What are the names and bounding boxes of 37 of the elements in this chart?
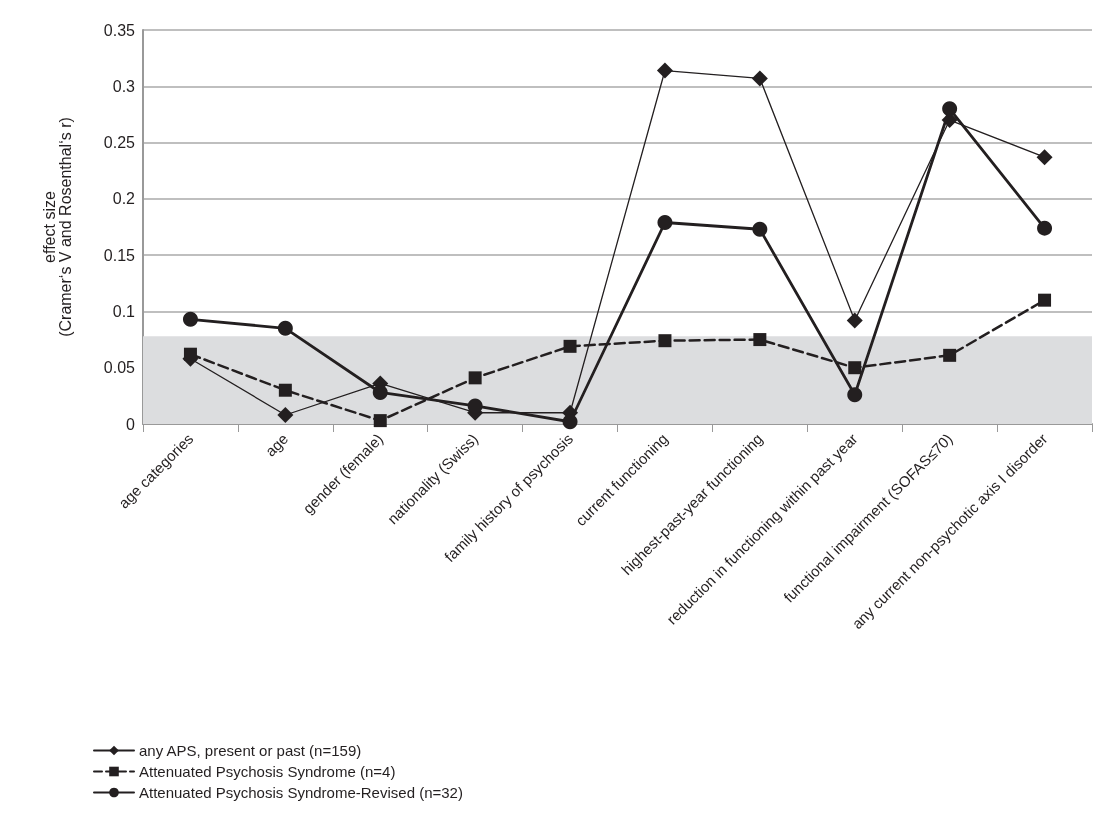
point bbox=[657, 215, 673, 230]
point bbox=[658, 334, 672, 348]
y-axis-title: effect size (Cramer‘s V and Rosenthal‘s r) bbox=[40, 117, 74, 337]
point bbox=[656, 62, 673, 79]
point bbox=[846, 312, 863, 329]
point bbox=[848, 361, 862, 375]
y-tick-label: 0.25 bbox=[103, 134, 136, 152]
y-tick-label: 0.15 bbox=[103, 246, 136, 264]
point bbox=[942, 101, 958, 117]
y-tick-label: 0.1 bbox=[112, 302, 136, 320]
point bbox=[372, 384, 388, 400]
y-tick-label: 0.05 bbox=[103, 359, 136, 377]
point bbox=[752, 221, 768, 237]
y-tick-label: 0.3 bbox=[112, 77, 136, 95]
point bbox=[943, 348, 957, 362]
point bbox=[1036, 149, 1053, 166]
point bbox=[277, 320, 293, 336]
point bbox=[182, 311, 198, 327]
point bbox=[1038, 293, 1052, 307]
point bbox=[1037, 220, 1053, 236]
point bbox=[847, 387, 863, 403]
point bbox=[563, 339, 577, 353]
point bbox=[278, 383, 292, 397]
point bbox=[562, 414, 578, 430]
y-tick-label: 0 bbox=[126, 415, 136, 433]
point bbox=[468, 371, 482, 385]
point bbox=[751, 70, 768, 87]
y-tick-label: 0.35 bbox=[103, 21, 136, 39]
y-tick-label: 0.2 bbox=[112, 190, 136, 208]
point bbox=[373, 414, 387, 428]
point bbox=[183, 347, 197, 361]
x-tick-label: age bbox=[261, 429, 292, 460]
point bbox=[753, 333, 767, 347]
legend-label: any APS, present or past (n=159) bbox=[139, 742, 362, 759]
point bbox=[277, 406, 294, 423]
legend-label: Attenuated Psychosis Syndrome-Revised (n=32) bbox=[139, 784, 463, 801]
legend-label: Attenuated Psychosis Syndrome (n=4) bbox=[139, 763, 396, 780]
